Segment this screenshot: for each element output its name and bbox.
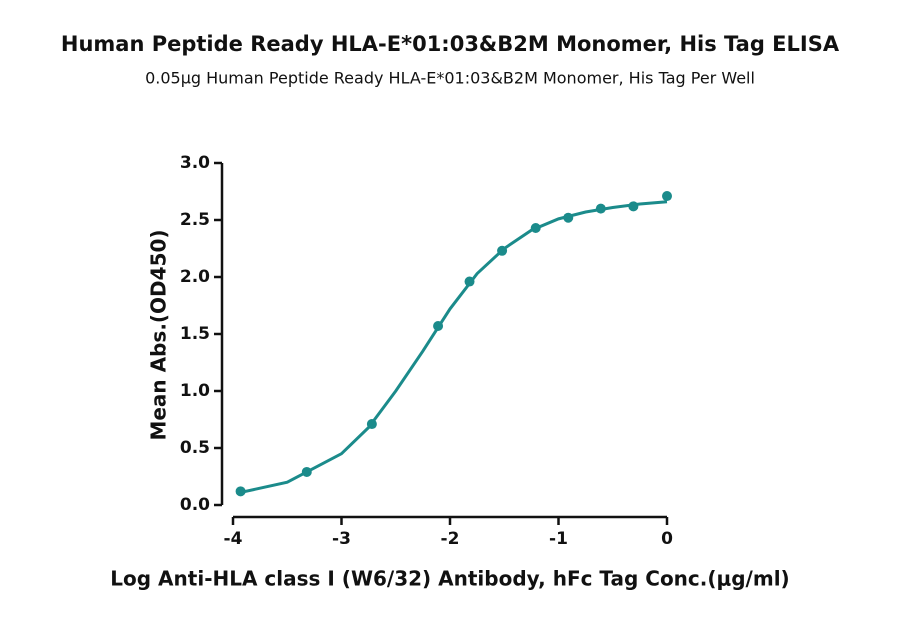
y-tick-label: 1.0 [180, 381, 210, 401]
y-tick-label: 2.5 [180, 210, 210, 230]
y-tick-label: 2.0 [180, 267, 210, 287]
chart-subtitle: 0.05μg Human Peptide Ready HLA-E*01:03&B… [145, 69, 755, 88]
y-tick-label: 0.5 [180, 438, 210, 458]
y-tick-label: 1.5 [180, 324, 210, 344]
y-tick-label: 0.0 [180, 495, 210, 515]
x-tick-label: -1 [549, 529, 568, 549]
data-point [662, 191, 672, 202]
x-tick-label: -2 [441, 529, 460, 549]
y-tick-label: 3.0 [180, 153, 210, 173]
fit-curve [240, 200, 668, 494]
x-tick-label: -4 [224, 529, 243, 549]
x-axis-label: Log Anti-HLA class I (W6/32) Antibody, h… [110, 567, 789, 591]
x-tick-label: -3 [332, 529, 351, 549]
x-tick-label: 0 [661, 529, 673, 549]
y-axis-label: Mean Abs.(OD450) [147, 229, 171, 440]
chart-title: Human Peptide Ready HLA-E*01:03&B2M Mono… [61, 32, 840, 56]
